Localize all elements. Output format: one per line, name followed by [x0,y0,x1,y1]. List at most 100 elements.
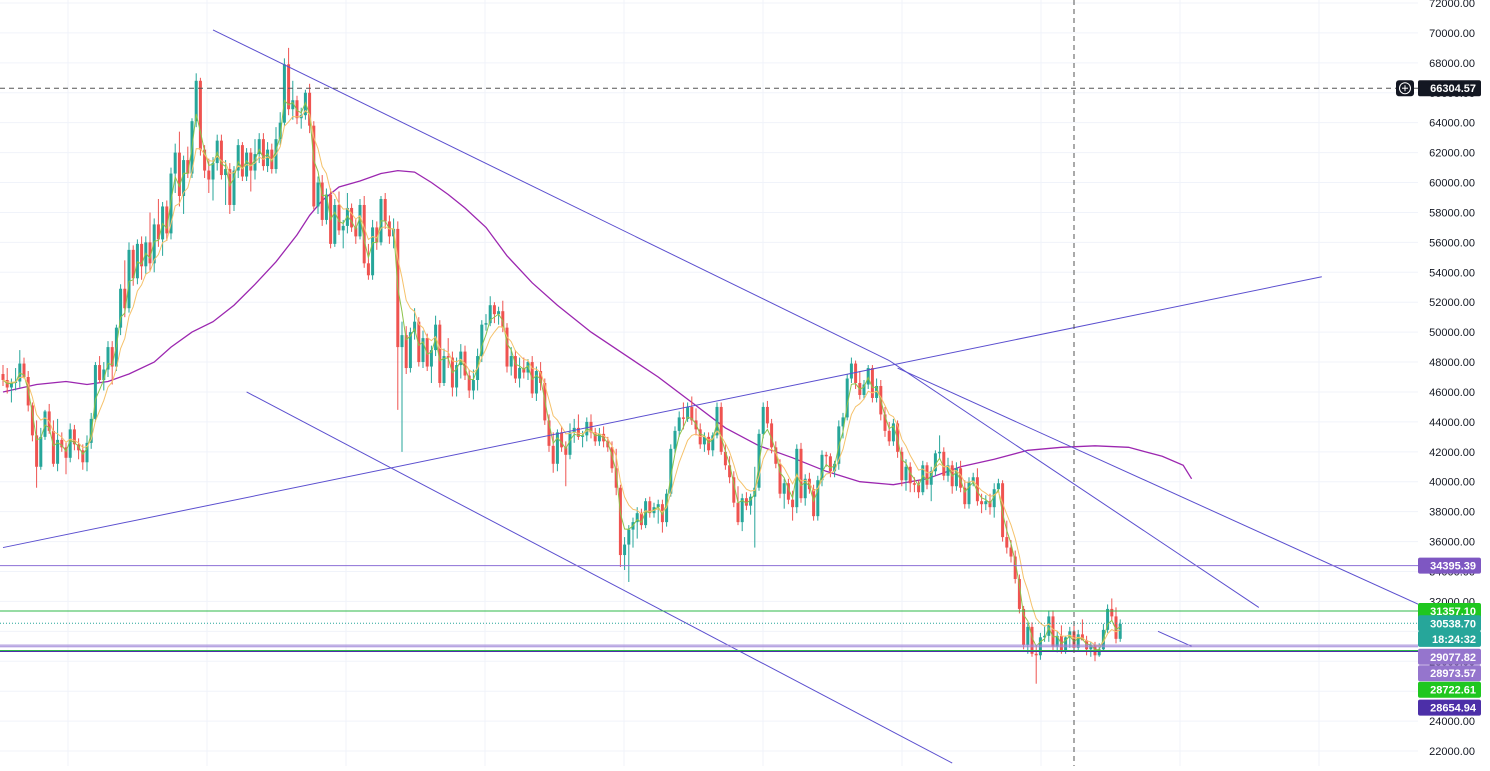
candle-body [942,451,946,476]
candle-body [723,451,727,466]
trend-line[interactable] [1157,630,1192,647]
candle-body [207,170,211,180]
candle-body [413,321,417,333]
y-tick-label: 38000.00 [1429,507,1475,519]
candle-body [1076,634,1080,648]
candle-body [152,224,156,264]
candle-body [22,363,26,378]
candle-body [623,544,627,556]
candle-body [929,471,933,485]
candle-body [900,451,904,481]
candle-body [807,478,811,490]
price-label-text: 28654.94 [1430,703,1477,715]
candle-body [513,356,517,379]
candle-body [194,80,198,122]
candle-body [728,465,732,478]
y-tick-label: 42000.00 [1429,447,1475,459]
candle-body [1047,616,1051,636]
candle-body [371,227,375,276]
candle-body [786,483,790,500]
candle-body [795,448,799,508]
candle-body [862,384,866,395]
candle-body [173,152,177,174]
candle-body [740,498,744,523]
candle-body [539,371,543,383]
trend-line[interactable] [2,276,1322,549]
candle-body [606,441,610,448]
candle-body [576,427,580,437]
candle-body [417,321,421,363]
price-label-badge [1418,603,1481,620]
y-tick-label: 36000.00 [1429,537,1475,549]
candle-body [480,324,484,357]
candle-body [408,332,412,369]
trend-line[interactable] [888,360,1260,608]
candle-body [530,362,534,394]
moving-average-short-line [2,99,1121,651]
candle-body [925,465,929,485]
trend-line[interactable] [246,391,953,764]
candle-body [404,335,408,369]
candle-body [707,436,711,451]
candle-body [627,529,631,545]
candle-body [488,305,492,324]
candle-body [93,365,97,419]
candle-body [156,224,160,240]
candle-body [203,149,207,171]
candle-body [337,204,341,231]
candle-body [774,447,778,464]
candle-body [719,406,723,452]
candle-body [219,140,223,176]
candle-body [240,145,244,177]
candle-body [509,356,513,367]
candle-body [534,371,538,394]
candle-body [551,445,555,464]
candle-body [333,204,337,244]
candle-body [30,405,34,436]
candle-body [883,414,887,431]
candle-body [438,324,442,383]
candle-body [60,439,64,448]
candle-body [656,504,660,508]
candle-body [484,323,488,325]
candle-body [1001,483,1005,538]
candle-body [316,182,320,207]
candle-body [870,368,874,398]
candle-body [505,327,509,367]
candle-body [988,501,992,508]
candle-body [135,243,139,279]
price-label-text: 18:24:32 [1432,634,1476,646]
trend-line[interactable] [897,367,1436,613]
candle-body [1055,635,1059,647]
y-tick-label: 24000.00 [1429,716,1475,728]
candle-body [366,263,370,276]
candle-body [971,477,975,482]
candle-body [459,351,463,366]
candle-body [635,513,639,523]
candle-body [236,145,240,171]
candle-body [1118,623,1122,639]
candle-body [866,368,870,385]
y-tick-label: 56000.00 [1429,237,1475,249]
candle-body [110,347,114,367]
candle-body [568,432,572,455]
price-label-badge [1418,630,1481,647]
candle-body [686,406,690,419]
candle-body [547,420,551,446]
candle-body [744,498,748,506]
candle-body [278,122,282,140]
candle-body [660,504,664,523]
candle-body [1009,547,1013,557]
candle-body [64,447,68,458]
candle-body [211,163,215,180]
candle-body [908,466,912,484]
candle-body [224,169,228,176]
price-label-text: 29077.82 [1430,652,1476,664]
candle-body [1110,608,1114,617]
y-tick-label: 50000.00 [1429,327,1475,339]
trend-line[interactable] [212,29,890,362]
candle-body [72,429,76,445]
candle-body [778,463,782,494]
